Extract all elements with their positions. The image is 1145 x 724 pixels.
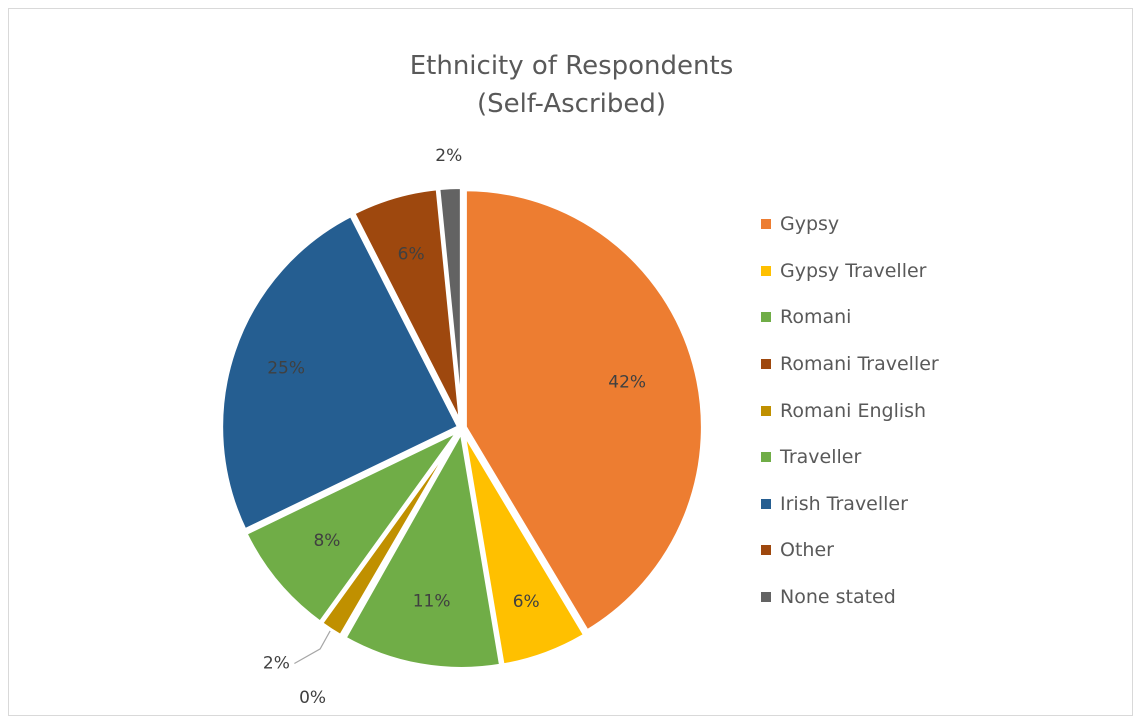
legend-swatch xyxy=(761,359,771,370)
legend-label: Romani Traveller xyxy=(780,353,939,376)
chart-title-line2: (Self-Ascribed) xyxy=(476,89,667,119)
legend-label: Other xyxy=(780,539,834,562)
legend-swatch xyxy=(761,219,771,230)
data-label-romani: 11% xyxy=(413,591,451,611)
data-label-none-stated: 2% xyxy=(435,146,462,166)
legend-label: Irish Traveller xyxy=(780,492,908,515)
chart-title-line1: Ethnicity of Respondents xyxy=(409,51,734,81)
pie-slice-irish-traveller xyxy=(219,212,462,534)
chart-area: Ethnicity of Respondents (Self-Ascribed)… xyxy=(8,8,1133,716)
pie-slice-traveller xyxy=(242,428,462,626)
legend-swatch xyxy=(761,452,771,463)
legend-item-none-stated: None stated xyxy=(761,574,939,621)
legend-item-traveller: Traveller xyxy=(761,434,939,481)
data-label-romani-english: 2% xyxy=(263,653,290,673)
chart-title: Ethnicity of Respondents (Self-Ascribed) xyxy=(9,47,1134,123)
data-label-gypsy: 42% xyxy=(608,372,646,392)
legend-label: Traveller xyxy=(780,446,862,469)
legend-swatch xyxy=(761,498,771,509)
data-label-traveller: 8% xyxy=(313,531,340,551)
pie-chart: 42% 6% 11% 0% 2% 8% 25% 6% 2% xyxy=(219,146,705,708)
legend-item-other: Other xyxy=(761,527,939,574)
legend-swatch xyxy=(761,545,771,556)
data-label-romani-traveller: 0% xyxy=(299,688,326,708)
legend-swatch xyxy=(761,265,771,276)
legend-item-romani-traveller: Romani Traveller xyxy=(761,341,939,388)
legend-item-romani-english: Romani English xyxy=(761,387,939,434)
pie-slice-gypsy xyxy=(462,187,705,635)
legend-item-gypsy: Gypsy xyxy=(761,201,939,248)
pie-slice-none-stated xyxy=(436,185,464,426)
legend-label: None stated xyxy=(780,586,896,609)
legend: Gypsy Gypsy Traveller Romani Romani Travell… xyxy=(761,201,939,620)
legend-label: Gypsy Traveller xyxy=(780,259,927,282)
legend-item-gypsy-traveller: Gypsy Traveller xyxy=(761,248,939,295)
legend-item-irish-traveller: Irish Traveller xyxy=(761,481,939,528)
leader-line xyxy=(294,630,331,664)
legend-item-romani: Romani xyxy=(761,294,939,341)
data-label-gypsy-traveller: 6% xyxy=(513,592,540,612)
pie-slice-romani xyxy=(341,425,504,671)
legend-swatch xyxy=(761,405,771,416)
legend-label: Gypsy xyxy=(780,213,840,236)
legend-swatch xyxy=(761,312,771,323)
legend-swatch xyxy=(761,592,771,603)
data-label-other: 6% xyxy=(398,244,425,264)
data-label-irish-traveller: 25% xyxy=(267,359,305,379)
legend-label: Romani xyxy=(780,306,852,329)
legend-label: Romani English xyxy=(780,399,927,422)
